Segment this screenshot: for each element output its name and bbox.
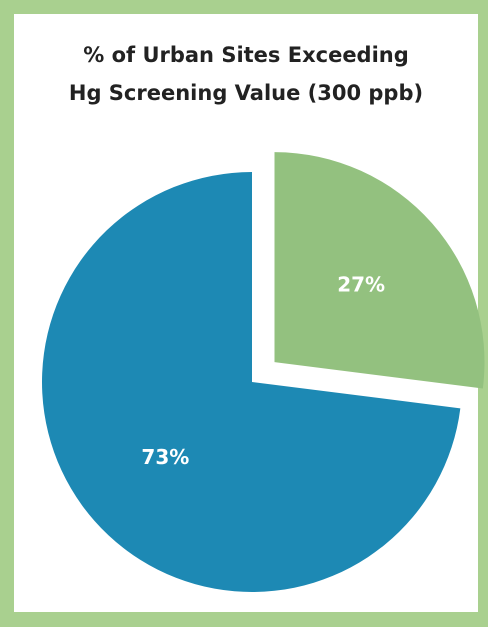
chart-title: % of Urban Sites Exceeding (83, 43, 409, 67)
pie-slice (274, 152, 485, 389)
chart-title: Hg Screening Value (300 ppb) (69, 81, 423, 105)
value-label: 73% (141, 445, 189, 469)
pie-slice (42, 172, 461, 592)
value-label: 27% (337, 272, 385, 296)
